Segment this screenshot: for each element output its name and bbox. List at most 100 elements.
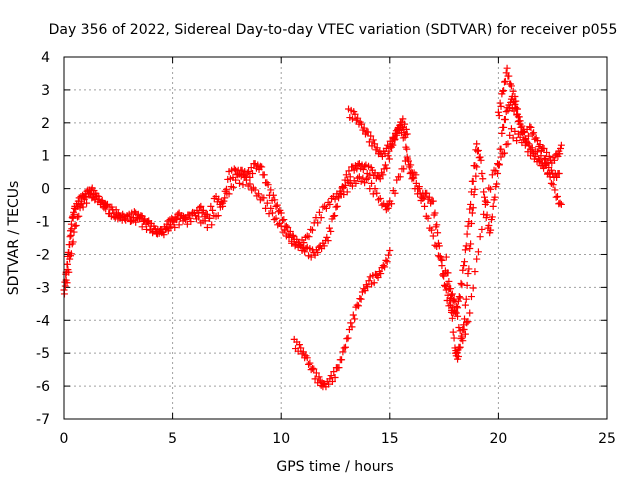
data-point: [143, 218, 151, 226]
series-sdtvar-secondary-trace: [62, 125, 565, 345]
data-point: [500, 149, 508, 157]
data-point: [327, 227, 335, 235]
data-point: [357, 295, 365, 303]
data-point: [518, 122, 526, 130]
data-point: [277, 222, 285, 230]
series-sdtvar-deep-dip-trace: [442, 163, 481, 363]
data-point: [182, 216, 190, 224]
data-point: [370, 279, 378, 287]
data-point: [70, 228, 78, 236]
data-point: [496, 99, 504, 107]
data-point: [461, 301, 469, 309]
data-point: [385, 155, 393, 163]
data-point: [495, 112, 503, 120]
data-point: [514, 105, 522, 113]
data-point: [384, 141, 392, 149]
data-point: [345, 167, 353, 175]
y-tick-label: -5: [36, 346, 50, 362]
data-point: [376, 195, 384, 203]
data-point: [478, 169, 486, 177]
data-point: [487, 185, 495, 193]
data-point: [501, 116, 509, 124]
data-point: [557, 144, 565, 152]
data-point: [114, 209, 122, 217]
data-point: [314, 219, 322, 227]
data-point: [331, 374, 339, 382]
data-point: [473, 163, 481, 171]
data-point: [504, 140, 512, 148]
data-point: [500, 87, 508, 95]
data-point: [503, 64, 511, 72]
data-point: [541, 154, 549, 162]
data-point: [384, 251, 392, 259]
data-point: [330, 368, 338, 376]
data-point: [491, 193, 499, 201]
data-point: [455, 344, 463, 352]
data-point: [269, 191, 277, 199]
data-point: [386, 247, 394, 255]
data-point: [483, 198, 491, 206]
data-point: [388, 200, 396, 208]
data-point: [280, 216, 288, 224]
y-tick-label: 4: [41, 50, 50, 66]
data-point: [371, 140, 379, 148]
data-point: [203, 223, 211, 231]
data-point: [355, 302, 363, 310]
data-point: [463, 281, 471, 289]
data-point: [379, 171, 387, 179]
data-point: [459, 266, 467, 274]
x-tick-label: 15: [381, 431, 399, 447]
data-point: [136, 214, 144, 222]
data-point: [528, 144, 536, 152]
data-point: [458, 334, 466, 342]
data-point: [467, 240, 475, 248]
data-point: [540, 144, 548, 152]
data-point: [470, 191, 478, 199]
data-point: [473, 255, 481, 263]
data-point: [265, 210, 273, 218]
data-point: [325, 224, 333, 232]
data-point: [246, 180, 254, 188]
data-point: [412, 171, 420, 179]
data-point: [500, 123, 508, 131]
data-point: [242, 176, 250, 184]
data-point: [536, 141, 544, 149]
data-point: [264, 181, 272, 189]
data-point: [480, 210, 488, 218]
data-point: [474, 248, 482, 256]
y-tick-label: -6: [36, 379, 50, 395]
data-point: [399, 115, 407, 123]
data-point: [67, 250, 75, 258]
data-point: [402, 125, 410, 133]
data-point: [151, 225, 159, 233]
data-point: [556, 150, 564, 158]
data-point: [72, 221, 80, 229]
data-point: [466, 309, 474, 317]
data-point: [480, 193, 488, 201]
data-point: [551, 186, 559, 194]
data-point: [391, 135, 399, 143]
data-point: [315, 208, 323, 216]
data-point: [433, 243, 441, 251]
data-point: [507, 82, 515, 90]
data-point: [347, 319, 355, 327]
data-point: [467, 220, 475, 228]
data-point: [267, 204, 275, 212]
data-point: [271, 196, 279, 204]
data-point: [66, 255, 74, 263]
y-tick-label: -7: [36, 412, 50, 428]
data-point: [553, 173, 561, 181]
data-point: [373, 189, 381, 197]
data-point: [454, 304, 462, 312]
data-point: [281, 226, 289, 234]
data-point: [423, 189, 431, 197]
data-point: [187, 218, 195, 226]
data-point: [451, 308, 459, 316]
data-point: [459, 325, 467, 333]
data-point: [341, 343, 349, 351]
data-point: [474, 146, 482, 154]
data-point: [130, 214, 138, 222]
data-point: [235, 179, 243, 187]
data-point: [415, 183, 423, 191]
data-point: [488, 213, 496, 221]
